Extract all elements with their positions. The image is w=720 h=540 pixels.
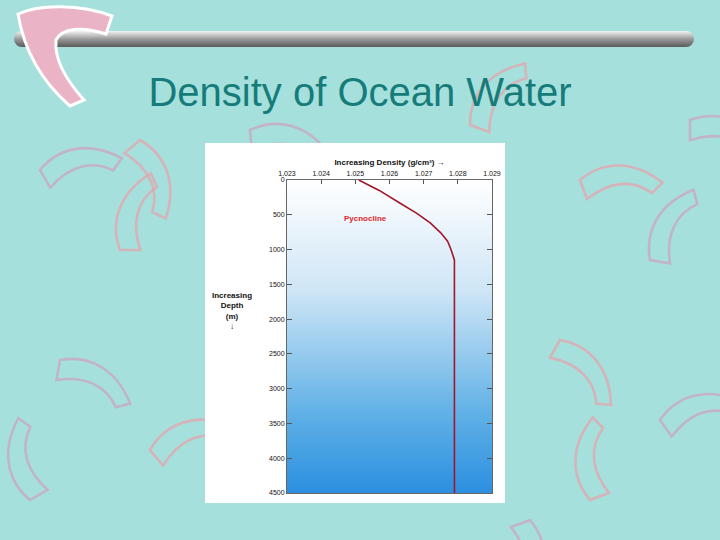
svg-text:500: 500 (273, 211, 285, 218)
svg-text:1.023: 1.023 (278, 170, 296, 177)
html-text:Density of Ocean Water: Density of Ocean Water (148, 70, 572, 114)
svg-text:1.028: 1.028 (449, 170, 467, 177)
svg-text:3000: 3000 (269, 385, 285, 392)
svg-text:Increasing Density (g/cm³) →: Increasing Density (g/cm³) → (334, 158, 444, 167)
svg-text:1.025: 1.025 (347, 170, 365, 177)
svg-text:2500: 2500 (269, 350, 285, 357)
svg-text:1.029: 1.029 (483, 170, 501, 177)
svg-text:2000: 2000 (269, 316, 285, 323)
svg-text:4500: 4500 (269, 489, 285, 496)
svg-text:IncreasingDepth(m)↓: IncreasingDepth(m)↓ (212, 291, 252, 331)
svg-text:Pycnocline: Pycnocline (344, 214, 387, 223)
svg-text:4000: 4000 (269, 455, 285, 462)
svg-text:3500: 3500 (269, 420, 285, 427)
svg-text:0: 0 (281, 176, 285, 183)
svg-text:1.026: 1.026 (381, 170, 399, 177)
svg-text:1000: 1000 (269, 246, 285, 253)
svg-text:1500: 1500 (269, 281, 285, 288)
svg-text:1.024: 1.024 (312, 170, 330, 177)
svg-text:1.027: 1.027 (415, 170, 433, 177)
